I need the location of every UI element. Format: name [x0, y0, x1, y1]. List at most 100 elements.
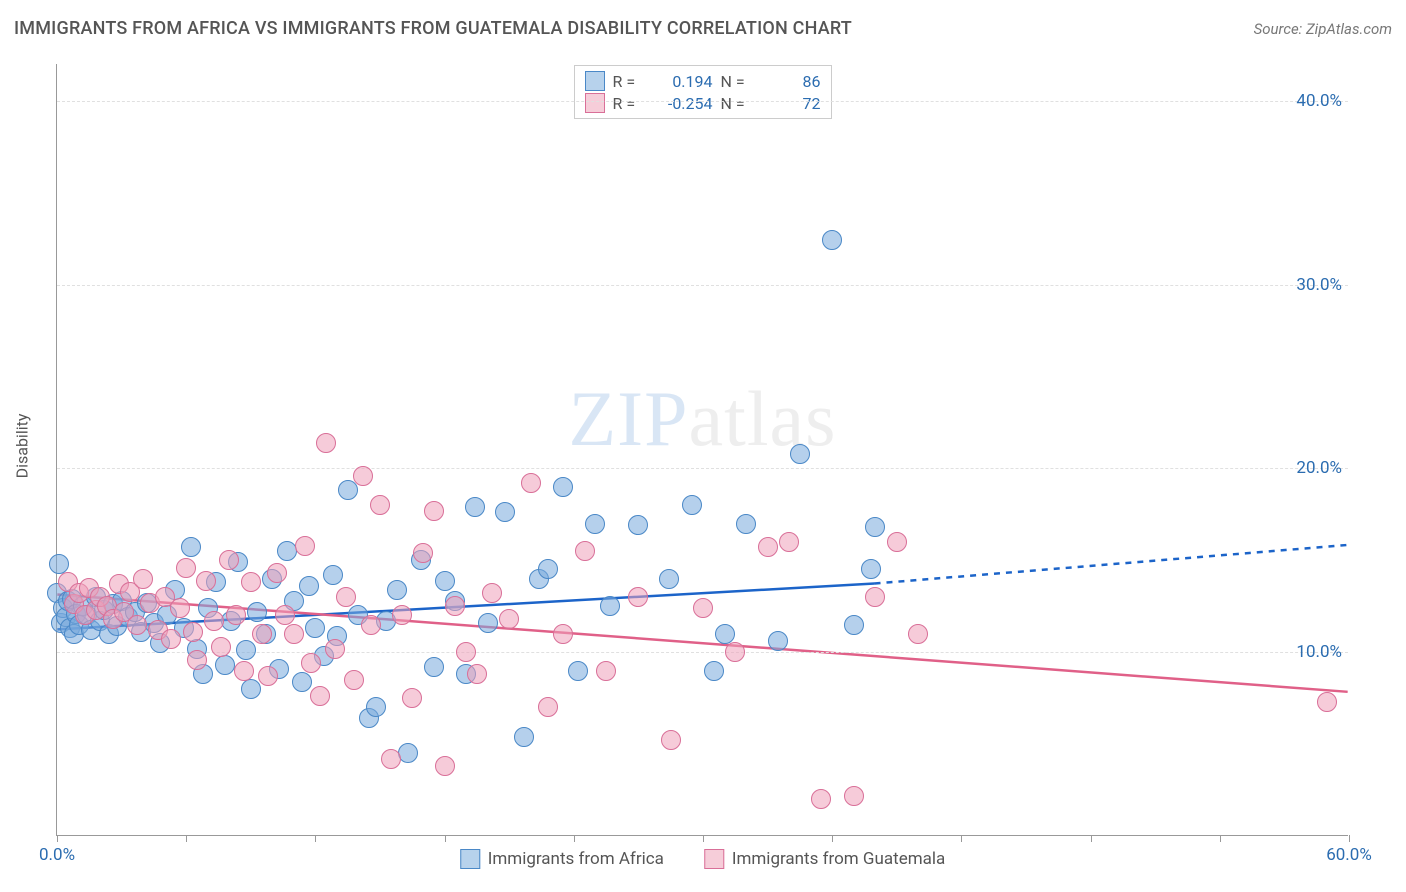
scatter-point — [413, 543, 433, 563]
trend-line — [875, 545, 1348, 584]
chart-title: IMMIGRANTS FROM AFRICA VS IMMIGRANTS FRO… — [14, 18, 852, 39]
scatter-point — [241, 679, 261, 699]
x-tick — [1220, 835, 1221, 842]
scatter-point — [241, 572, 261, 592]
scatter-point — [465, 497, 485, 517]
legend-row-africa: R = 0.194 N = 86 — [585, 70, 821, 92]
plot-area: ZIPatlas R = 0.194 N = 86 R = -0.254 N =… — [56, 64, 1348, 836]
watermark-part2: atlas — [689, 375, 837, 462]
scatter-point — [715, 624, 735, 644]
scatter-point — [704, 661, 724, 681]
scatter-point — [736, 514, 756, 534]
scatter-point — [366, 697, 386, 717]
scatter-point — [267, 563, 287, 583]
scatter-point — [844, 786, 864, 806]
scatter-point — [234, 661, 254, 681]
scatter-point — [170, 598, 190, 618]
scatter-point — [370, 495, 390, 515]
scatter-point — [585, 514, 605, 534]
scatter-point — [187, 650, 207, 670]
scatter-point — [499, 609, 519, 629]
scatter-point — [887, 532, 907, 552]
gridline — [57, 468, 1348, 469]
scatter-point — [521, 473, 541, 493]
scatter-point — [338, 480, 358, 500]
scatter-point — [482, 583, 502, 603]
trend-lines — [57, 64, 1348, 835]
x-tick — [832, 835, 833, 842]
y-tick-label: 10.0% — [1296, 642, 1342, 662]
swatch-icon — [585, 93, 605, 113]
scatter-point — [435, 756, 455, 776]
n-value: 72 — [759, 94, 821, 113]
y-tick-label: 30.0% — [1296, 275, 1342, 295]
scatter-point — [183, 622, 203, 642]
x-tick — [315, 835, 316, 842]
scatter-point — [822, 230, 842, 250]
x-tick-label: 0.0% — [39, 845, 75, 865]
scatter-point — [226, 605, 246, 625]
scatter-point — [211, 637, 231, 657]
title-bar: IMMIGRANTS FROM AFRICA VS IMMIGRANTS FRO… — [14, 18, 1392, 39]
scatter-point — [495, 502, 515, 522]
scatter-point — [316, 433, 336, 453]
scatter-point — [600, 596, 620, 616]
scatter-point — [538, 559, 558, 579]
scatter-point — [284, 624, 304, 644]
scatter-point — [236, 640, 256, 660]
x-tick — [57, 835, 58, 842]
scatter-point — [861, 559, 881, 579]
scatter-point — [387, 580, 407, 600]
scatter-point — [292, 672, 312, 692]
scatter-point — [628, 515, 648, 535]
scatter-point — [456, 642, 476, 662]
scatter-point — [628, 587, 648, 607]
n-value: 86 — [759, 72, 821, 91]
scatter-point — [865, 517, 885, 537]
scatter-point — [215, 655, 235, 675]
x-tick — [445, 835, 446, 842]
scatter-point — [725, 642, 745, 662]
scatter-point — [398, 743, 418, 763]
scatter-point — [392, 605, 412, 625]
watermark-part1: ZIP — [569, 375, 689, 462]
scatter-point — [196, 571, 216, 591]
x-tick — [961, 835, 962, 842]
legend-row-guatemala: R = -0.254 N = 72 — [585, 92, 821, 114]
gridline — [57, 285, 1348, 286]
legend-series: Immigrants from Africa Immigrants from G… — [460, 849, 945, 869]
scatter-point — [553, 477, 573, 497]
scatter-point — [219, 550, 239, 570]
legend-correlation: R = 0.194 N = 86 R = -0.254 N = 72 — [574, 65, 832, 119]
gridline — [57, 101, 1348, 102]
scatter-point — [811, 789, 831, 809]
scatter-point — [275, 605, 295, 625]
scatter-point — [258, 666, 278, 686]
scatter-point — [779, 532, 799, 552]
scatter-point — [301, 653, 321, 673]
x-tick — [703, 835, 704, 842]
x-tick-label: 60.0% — [1326, 845, 1372, 865]
source-credit: Source: ZipAtlas.com — [1254, 20, 1392, 38]
r-label: R = — [613, 94, 643, 113]
scatter-point — [127, 615, 147, 635]
legend-label: Immigrants from Africa — [488, 849, 664, 869]
scatter-point — [568, 661, 588, 681]
scatter-point — [575, 541, 595, 561]
scatter-point — [295, 536, 315, 556]
scatter-point — [538, 697, 558, 717]
scatter-point — [344, 670, 364, 690]
n-label: N = — [721, 94, 751, 113]
scatter-point — [467, 664, 487, 684]
scatter-point — [758, 537, 778, 557]
scatter-point — [844, 615, 864, 635]
scatter-point — [514, 727, 534, 747]
scatter-point — [323, 565, 343, 585]
x-tick — [574, 835, 575, 842]
legend-label: Immigrants from Guatemala — [732, 849, 945, 869]
scatter-point — [305, 618, 325, 638]
source-name: ZipAtlas.com — [1306, 20, 1392, 38]
r-label: R = — [613, 72, 643, 91]
y-tick-label: 20.0% — [1296, 458, 1342, 478]
scatter-point — [252, 624, 272, 644]
